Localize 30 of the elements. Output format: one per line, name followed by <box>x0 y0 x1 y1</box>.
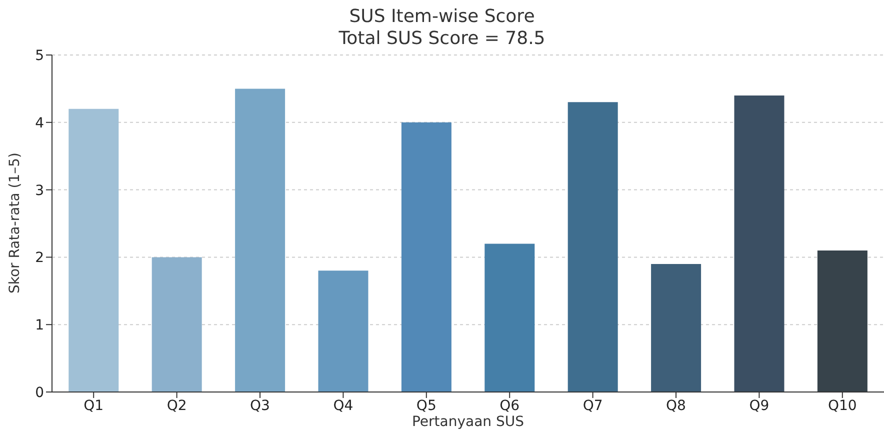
x-tick-label: Q2 <box>166 398 187 414</box>
bar <box>401 122 452 392</box>
bar <box>152 257 202 392</box>
chart-title: SUS Item-wise Score <box>348 6 536 28</box>
x-tick-label: Q3 <box>250 398 270 414</box>
bar <box>651 264 702 392</box>
y-tick-label: 2 <box>35 250 44 266</box>
bar <box>817 250 868 392</box>
chart-subtitle: Total SUS Score = 78.5 <box>338 28 546 49</box>
bar <box>734 95 784 392</box>
y-tick-label: 1 <box>35 318 44 334</box>
bar <box>484 244 535 392</box>
y-tick-label: 5 <box>35 48 44 64</box>
bar <box>318 270 368 392</box>
x-axis-title: Pertanyaan SUS <box>412 414 524 430</box>
x-tick-label: Q6 <box>500 398 520 414</box>
y-axis-title: Skor Rata-rata (1–5) <box>6 152 23 294</box>
y-tick-label: 0 <box>35 384 44 401</box>
x-tick-label: Q10 <box>828 398 857 414</box>
x-tick-label: Q1 <box>84 398 104 414</box>
bar <box>235 88 286 392</box>
bar <box>568 102 618 392</box>
y-tick-label: 3 <box>35 182 44 199</box>
x-tick-label: Q5 <box>416 398 436 414</box>
x-tick-label: Q9 <box>749 398 770 414</box>
x-tick-label: Q4 <box>333 398 354 414</box>
bar <box>68 108 119 392</box>
x-tick-label: Q8 <box>666 398 686 414</box>
y-tick-label: 4 <box>35 115 44 132</box>
x-tick-label: Q7 <box>582 398 603 414</box>
